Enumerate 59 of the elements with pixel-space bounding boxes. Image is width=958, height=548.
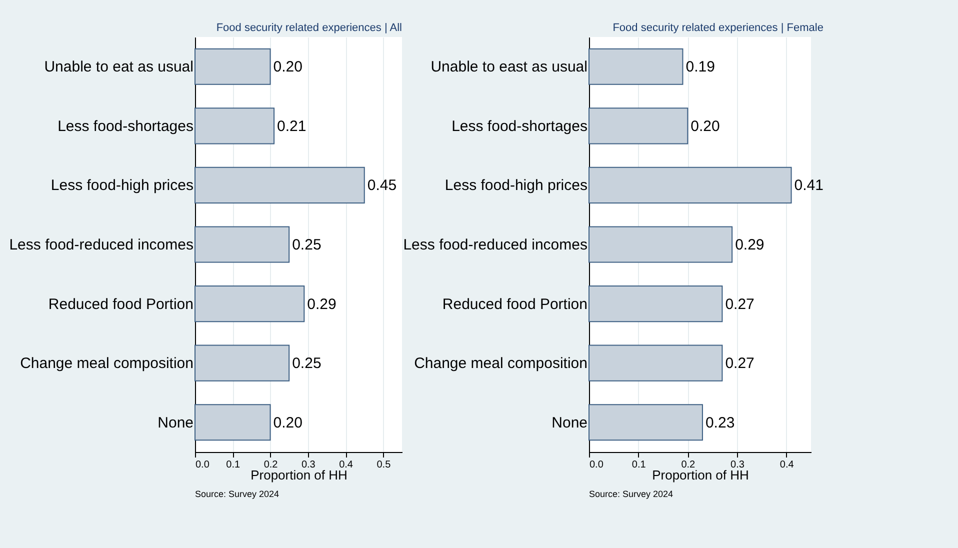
y-tick-label: Less food-reduced incomes [403, 236, 588, 254]
y-tick-label: Change meal composition [20, 355, 194, 372]
data-label: 0.29 [307, 296, 336, 313]
y-tick-label: Reduced food Portion [48, 296, 194, 313]
x-tick-label: 0.1 [632, 460, 646, 470]
x-tick-label: 0.0 [590, 460, 604, 470]
bar [194, 108, 275, 144]
data-label: 0.25 [292, 236, 322, 254]
bar [194, 48, 271, 85]
bar [194, 286, 305, 322]
source-note: Source: Survey 2024 [195, 489, 280, 499]
y-tick-label: Less food-shortages [452, 118, 588, 135]
bar [588, 108, 688, 144]
x-axis-title: Proportion of HH [652, 468, 749, 482]
x-tick-label: 0.5 [376, 460, 392, 470]
data-label: 0.27 [725, 296, 754, 313]
bar [588, 166, 792, 204]
data-label: 0.20 [690, 118, 720, 135]
bar [194, 226, 290, 263]
data-label: 0.20 [273, 414, 302, 432]
data-label: 0.23 [705, 414, 735, 432]
y-tick-label: Less food-reduced incomes [9, 236, 194, 254]
bar [588, 286, 723, 322]
y-tick-label: Unable to east as usual [430, 58, 588, 76]
data-label: 0.45 [367, 177, 397, 194]
x-tick-label: 0.1 [226, 460, 241, 470]
y-tick-label: Unable to eat as usual [44, 58, 194, 76]
bar [588, 48, 684, 85]
data-label: 0.19 [686, 58, 715, 76]
data-label: 0.29 [735, 236, 764, 254]
x-tick-label: 0.2 [264, 460, 278, 470]
x-tick-label: 0.3 [301, 460, 316, 470]
data-label: 0.41 [794, 177, 824, 194]
x-tick-label: 0.4 [780, 460, 794, 470]
x-tick-label: 0.2 [681, 460, 696, 470]
bar [588, 404, 703, 441]
y-tick-label: Less food-shortages [58, 118, 194, 135]
y-tick-label: None [158, 414, 194, 432]
chart-title: Food security related experiences | Female [612, 22, 824, 34]
y-tick-label: Change meal composition [414, 355, 588, 372]
y-tick-label: Less food-high prices [444, 177, 588, 194]
bar [194, 166, 365, 204]
x-axis-title: Proportion of HH [250, 468, 348, 482]
y-tick-label: Reduced food Portion [442, 296, 588, 313]
source-note: Source: Survey 2024 [589, 489, 674, 499]
bar [588, 226, 733, 263]
data-label: 0.27 [725, 355, 754, 372]
chart-title: Food security related experiences | All [216, 22, 402, 34]
bar [194, 404, 271, 441]
y-tick-label: None [552, 414, 588, 432]
x-tick-label: 0.3 [730, 460, 745, 470]
bar [194, 344, 290, 382]
data-label: 0.20 [273, 58, 302, 76]
x-tick-label: 0.4 [339, 460, 354, 470]
data-label: 0.21 [277, 118, 306, 135]
data-label: 0.25 [292, 355, 322, 372]
y-tick-label: Less food-high prices [50, 177, 194, 194]
bar [588, 344, 723, 382]
x-tick-label: 0.0 [196, 460, 210, 470]
